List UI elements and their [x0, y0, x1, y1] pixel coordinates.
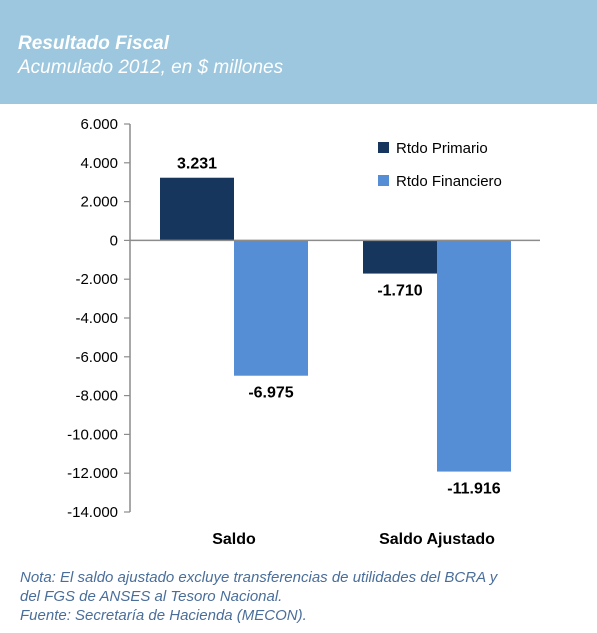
- legend-swatch: [378, 142, 389, 153]
- footnote-line-2: del FGS de ANSES al Tesoro Nacional.: [20, 588, 283, 605]
- data-label: -11.916: [447, 481, 500, 498]
- data-label: 3.231: [177, 156, 217, 173]
- bar-primario: [363, 240, 437, 274]
- y-tick-label: 2.000: [80, 194, 118, 211]
- footnote-line-1: Nota: El saldo ajustado excluye transfer…: [20, 569, 498, 586]
- legend-label: Rtdo Financiero: [396, 173, 502, 190]
- bar-financiero: [437, 240, 511, 472]
- bar-chart: 6.000 4.000 2.000 0 -2.000 -4.000 -6.000 -8.000…: [67, 116, 540, 548]
- y-tick-label: -6.000: [75, 349, 118, 366]
- chart-subtitle: Acumulado 2012, en $ millones: [18, 57, 284, 78]
- y-tick-label: 6.000: [80, 116, 118, 133]
- footnote-line-3: Fuente: Secretaría de Hacienda (MECON).: [20, 607, 307, 624]
- bar-financiero: [234, 240, 308, 376]
- category-label: Saldo Ajustado: [379, 531, 495, 548]
- data-label: -6.975: [248, 385, 293, 402]
- legend-swatch: [378, 175, 389, 186]
- y-tick-label: 0: [110, 232, 118, 249]
- category-label: Saldo: [212, 531, 256, 548]
- y-tick-label: -10.000: [67, 426, 118, 443]
- chart-title: Resultado Fiscal: [18, 33, 169, 54]
- footnote: Nota: El saldo ajustado excluye transfer…: [20, 568, 590, 625]
- legend-label: Rtdo Primario: [396, 140, 488, 157]
- header-banner: Resultado Fiscal Acumulado 2012, en $ mi…: [0, 0, 597, 104]
- data-label: -1.710: [377, 283, 422, 300]
- y-tick-label: -2.000: [75, 271, 118, 288]
- y-tick-label: -14.000: [67, 504, 118, 521]
- y-tick-label: -4.000: [75, 310, 118, 327]
- y-tick-label: -8.000: [75, 388, 118, 405]
- bar-primario: [160, 177, 234, 241]
- y-tick-label: 4.000: [80, 155, 118, 172]
- y-tick-label: -12.000: [67, 465, 118, 482]
